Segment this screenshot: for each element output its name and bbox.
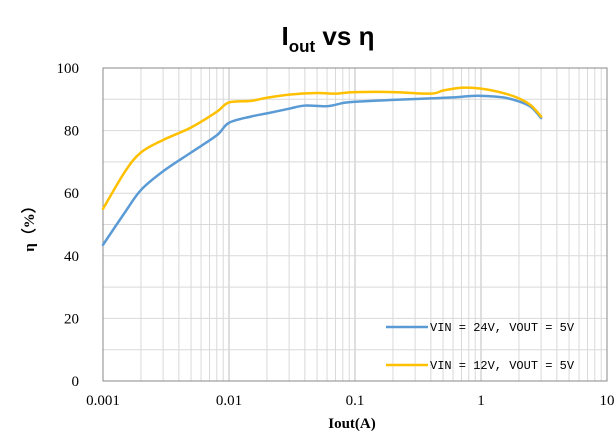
y-tick-label: 40 <box>64 249 79 265</box>
x-tick-label: 0.1 <box>346 393 365 409</box>
y-axis-label: η（%） <box>20 198 38 252</box>
legend: VIN = 24V, VOUT = 5V VIN = 12V, VOUT = 5V <box>386 321 575 373</box>
y-tick-label: 20 <box>64 311 79 327</box>
plot-area-border <box>102 67 608 382</box>
chart-title: Iout vs η <box>282 21 375 56</box>
x-tick-label: 0.001 <box>86 393 120 409</box>
series-line-2 <box>101 86 543 211</box>
y-tick-label: 80 <box>64 124 79 140</box>
x-tick-label: 10 <box>600 393 615 409</box>
x-axis-ticks: 0.001 0.01 0.1 1 10 <box>86 393 614 409</box>
series-layer <box>101 86 543 247</box>
chart-title-rest: vs η <box>315 21 374 51</box>
y-tick-label: 0 <box>72 374 80 390</box>
chart-title-main: I <box>282 21 289 51</box>
x-tick-label: 1 <box>477 393 485 409</box>
series-line-1 <box>101 94 543 247</box>
legend-label-1: VIN = 24V, VOUT = 5V <box>430 321 575 335</box>
y-tick-label: 100 <box>57 61 80 77</box>
x-axis-label: Iout(A) <box>328 416 376 432</box>
x-tick-label: 0.01 <box>216 393 242 409</box>
y-tick-label: 60 <box>64 186 79 202</box>
chart-title-subscript: out <box>289 37 316 56</box>
legend-label-2: VIN = 12V, VOUT = 5V <box>430 359 575 373</box>
y-axis-ticks: 0 20 40 60 80 100 <box>57 61 80 390</box>
